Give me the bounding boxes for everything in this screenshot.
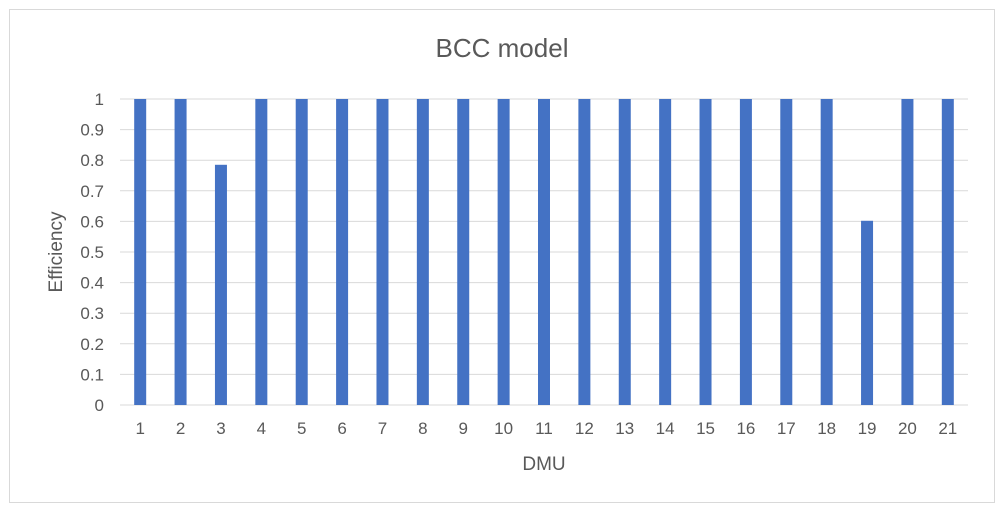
x-tick-label: 12 [575, 419, 594, 438]
x-tick-label: 13 [615, 419, 634, 438]
bar-dmu-17 [780, 99, 793, 405]
x-tick-label: 7 [378, 419, 387, 438]
x-tick-label: 2 [176, 419, 185, 438]
bar-dmu-18 [820, 99, 833, 405]
x-axis-title: DMU [522, 454, 565, 475]
bar-dmu-15 [699, 99, 712, 405]
x-tick-label: 18 [817, 419, 836, 438]
bar-dmu-10 [497, 99, 510, 405]
x-tick-label: 8 [418, 419, 427, 438]
bar-dmu-9 [457, 99, 470, 405]
x-tick-label: 16 [736, 419, 755, 438]
bar-dmu-8 [416, 99, 429, 405]
y-tick-label: 0.2 [80, 335, 104, 354]
y-tick-label: 0 [95, 396, 104, 415]
y-axis-ticks: 0 0.1 0.2 0.3 0.4 0.5 0.6 0.7 0.8 0.9 1 [80, 90, 104, 415]
bar-dmu-12 [578, 99, 591, 405]
x-tick-label: 4 [257, 419, 266, 438]
bar-dmu-2 [174, 99, 187, 405]
y-tick-label: 0.6 [80, 212, 104, 231]
y-tick-label: 0.7 [80, 182, 104, 201]
bar-dmu-13 [618, 99, 631, 405]
x-tick-label: 9 [459, 419, 468, 438]
y-tick-label: 0.8 [80, 151, 104, 170]
x-tick-label: 5 [297, 419, 306, 438]
x-axis-ticks: 1 2 3 4 5 6 7 8 9 10 11 12 13 14 15 16 17 18 19 20 21 [135, 419, 957, 438]
bar-dmu-16 [739, 99, 752, 405]
x-tick-label: 1 [135, 419, 144, 438]
bar-dmu-4 [255, 99, 268, 405]
x-tick-label: 19 [858, 419, 877, 438]
bars [134, 99, 954, 405]
y-tick-label: 0.1 [80, 365, 104, 384]
x-tick-label: 14 [656, 419, 675, 438]
y-tick-label: 0.9 [80, 121, 104, 140]
x-tick-label: 3 [216, 419, 225, 438]
bar-dmu-3 [214, 164, 227, 405]
y-axis-title: Efficiency [46, 211, 67, 292]
y-tick-label: 1 [95, 90, 104, 109]
chart-title: BCC model [436, 33, 569, 63]
bar-dmu-1 [134, 99, 147, 405]
bar-dmu-6 [336, 99, 349, 405]
y-tick-label: 0.5 [80, 243, 104, 262]
x-tick-label: 15 [696, 419, 715, 438]
x-tick-label: 21 [938, 419, 957, 438]
bar-dmu-21 [941, 99, 954, 405]
bar-dmu-14 [659, 99, 672, 405]
bar-dmu-11 [538, 99, 550, 405]
bar-dmu-20 [901, 99, 914, 405]
bar-dmu-19 [861, 220, 874, 405]
y-tick-label: 0.4 [80, 274, 104, 293]
bar-dmu-5 [295, 99, 308, 405]
y-tick-label: 0.3 [80, 304, 104, 323]
x-tick-label: 6 [337, 419, 346, 438]
x-tick-label: 20 [898, 419, 917, 438]
x-tick-label: 11 [535, 419, 553, 438]
x-tick-label: 17 [777, 419, 796, 438]
x-tick-label: 10 [494, 419, 513, 438]
bar-dmu-7 [376, 99, 389, 405]
